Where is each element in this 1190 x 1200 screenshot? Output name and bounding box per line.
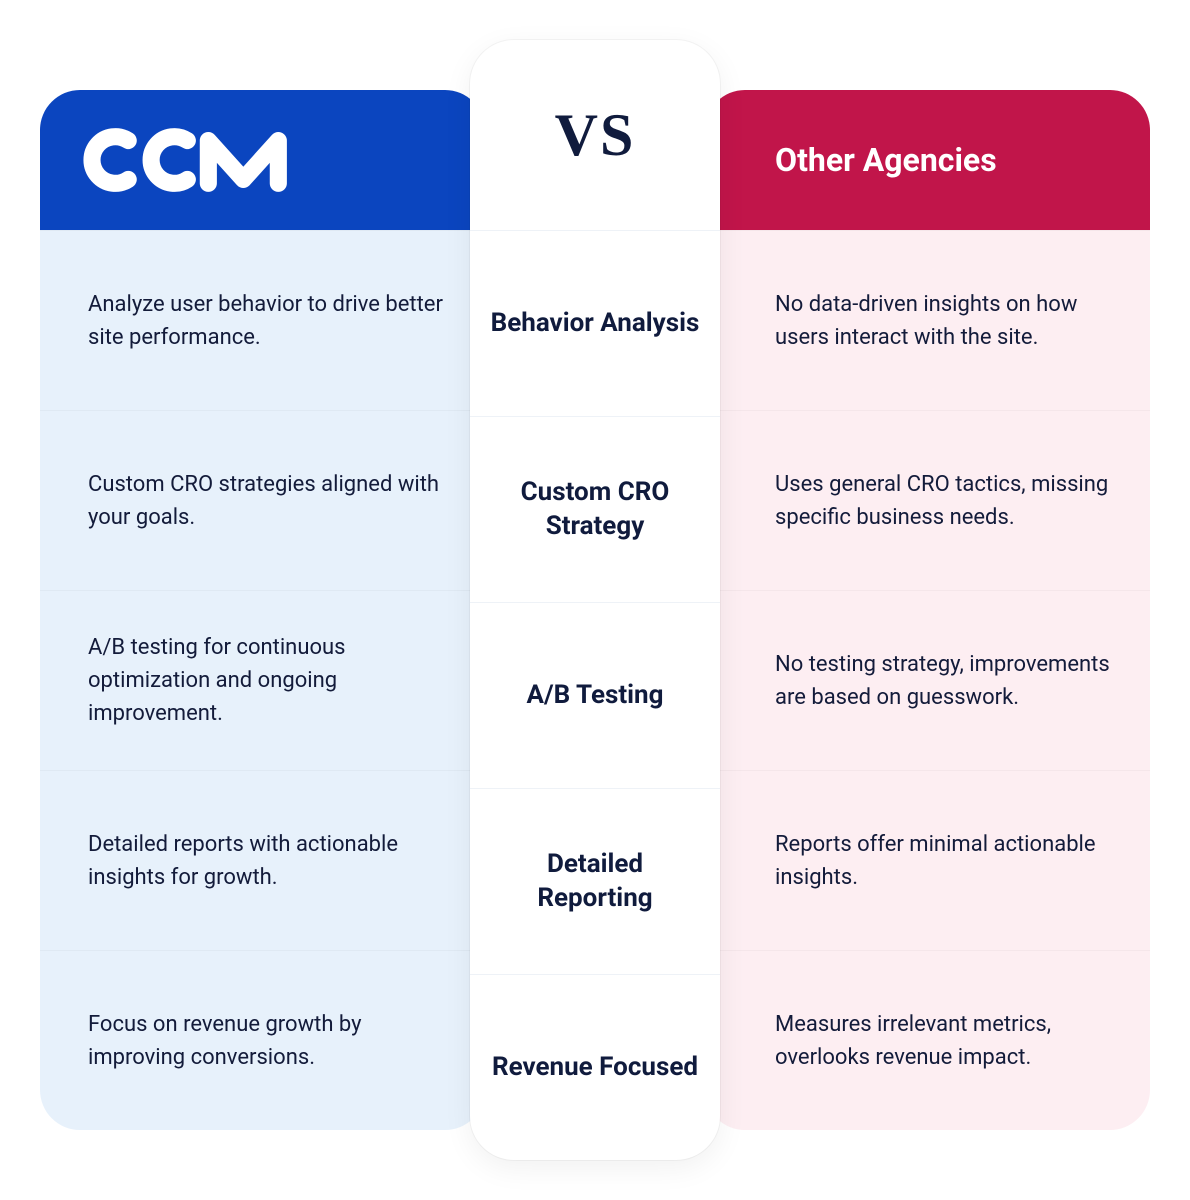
right-cell: No testing strategy, improvements are ba… (705, 590, 1150, 770)
center-label: Detailed Reporting (470, 788, 720, 974)
left-cell: Custom CRO strategies aligned with your … (40, 410, 485, 590)
center-label: Revenue Focused (470, 974, 720, 1160)
center-label: Custom CRO Strategy (470, 416, 720, 602)
center-column: VS Behavior Analysis Custom CRO Strategy… (470, 40, 720, 1160)
right-cell: Reports offer minimal actionable insight… (705, 770, 1150, 950)
center-header: VS (470, 40, 720, 230)
left-cell: Detailed reports with actionable insight… (40, 770, 485, 950)
left-column: Analyze user behavior to drive better si… (40, 90, 485, 1130)
vs-label: VS (555, 101, 636, 170)
right-cell: No data-driven insights on how users int… (705, 230, 1150, 410)
right-cell: Measures irrelevant metrics, overlooks r… (705, 950, 1150, 1130)
left-header (40, 90, 485, 230)
right-body: No data-driven insights on how users int… (705, 230, 1150, 1130)
right-header: Other Agencies (705, 90, 1150, 230)
ccm-logo-icon (80, 125, 313, 195)
right-column: Other Agencies No data-driven insights o… (705, 90, 1150, 1130)
center-label: A/B Testing (470, 602, 720, 788)
left-body: Analyze user behavior to drive better si… (40, 230, 485, 1130)
center-label: Behavior Analysis (470, 230, 720, 416)
comparison-table: Analyze user behavior to drive better si… (40, 40, 1150, 1160)
left-cell: A/B testing for continuous optimization … (40, 590, 485, 770)
center-body: Behavior Analysis Custom CRO Strategy A/… (470, 230, 720, 1160)
left-cell: Analyze user behavior to drive better si… (40, 230, 485, 410)
right-header-label: Other Agencies (775, 141, 997, 179)
right-cell: Uses general CRO tactics, missing specif… (705, 410, 1150, 590)
left-cell: Focus on revenue growth by improving con… (40, 950, 485, 1130)
